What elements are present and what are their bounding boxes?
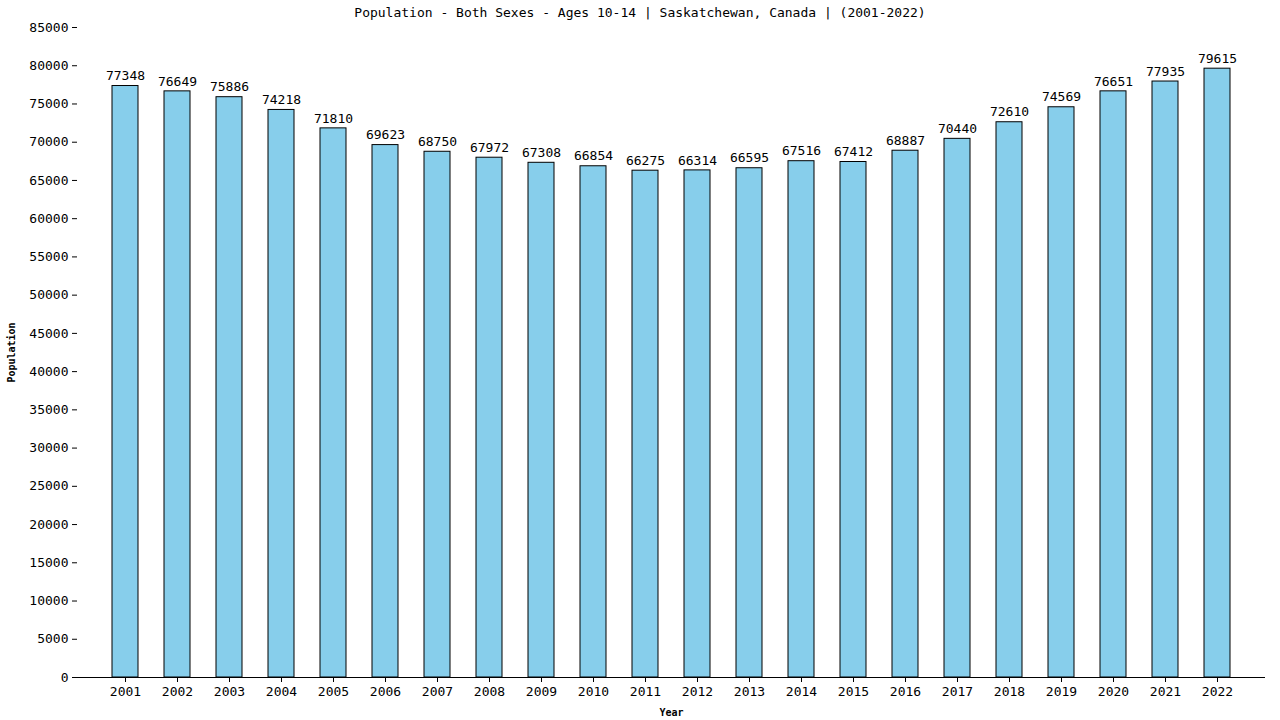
svg-text:2021: 2021 (1150, 684, 1181, 699)
svg-text:2019: 2019 (1046, 684, 1077, 699)
svg-text:2003: 2003 (214, 684, 245, 699)
svg-text:50000: 50000 (29, 287, 68, 302)
svg-text:72610: 72610 (990, 104, 1029, 119)
svg-text:2015: 2015 (838, 684, 869, 699)
svg-text:74218: 74218 (262, 92, 301, 107)
svg-text:75000: 75000 (29, 96, 68, 111)
svg-text:2010: 2010 (578, 684, 609, 699)
svg-text:30000: 30000 (29, 440, 68, 455)
svg-text:77348: 77348 (106, 68, 145, 83)
svg-text:71810: 71810 (314, 111, 353, 126)
svg-text:79615: 79615 (1198, 51, 1237, 66)
svg-text:40000: 40000 (29, 364, 68, 379)
svg-text:66275: 66275 (626, 153, 665, 168)
svg-text:65000: 65000 (29, 173, 68, 188)
svg-text:76651: 76651 (1094, 74, 1133, 89)
svg-text:5000: 5000 (37, 631, 68, 646)
svg-text:45000: 45000 (29, 326, 68, 341)
svg-text:75886: 75886 (210, 79, 249, 94)
svg-text:66314: 66314 (678, 153, 717, 168)
svg-text:2006: 2006 (370, 684, 401, 699)
svg-text:25000: 25000 (29, 478, 68, 493)
svg-text:0: 0 (61, 670, 69, 685)
svg-text:15000: 15000 (29, 555, 68, 570)
svg-text:68750: 68750 (418, 134, 457, 149)
svg-text:2013: 2013 (734, 684, 765, 699)
svg-text:76649: 76649 (158, 74, 197, 89)
svg-text:60000: 60000 (29, 211, 68, 226)
svg-text:2011: 2011 (630, 684, 661, 699)
svg-text:67412: 67412 (834, 144, 873, 159)
svg-text:77935: 77935 (1146, 64, 1185, 79)
svg-text:Year: Year (659, 707, 683, 718)
svg-text:66854: 66854 (574, 148, 613, 163)
svg-text:66595: 66595 (730, 150, 769, 165)
svg-text:2002: 2002 (162, 684, 193, 699)
svg-text:2014: 2014 (786, 684, 817, 699)
svg-text:2009: 2009 (526, 684, 557, 699)
svg-text:2001: 2001 (110, 684, 141, 699)
svg-text:2012: 2012 (682, 684, 713, 699)
svg-text:2008: 2008 (474, 684, 505, 699)
svg-text:20000: 20000 (29, 517, 68, 532)
svg-text:2020: 2020 (1098, 684, 1129, 699)
svg-text:67972: 67972 (470, 140, 509, 155)
svg-text:67516: 67516 (782, 143, 821, 158)
svg-text:55000: 55000 (29, 249, 68, 264)
svg-text:74569: 74569 (1042, 89, 1081, 104)
svg-text:85000: 85000 (29, 22, 68, 35)
svg-text:2016: 2016 (890, 684, 921, 699)
svg-text:2005: 2005 (318, 684, 349, 699)
svg-text:Population: Population (6, 322, 17, 382)
svg-text:68887: 68887 (886, 133, 925, 148)
svg-text:70440: 70440 (938, 121, 977, 136)
svg-text:2022: 2022 (1202, 684, 1233, 699)
svg-text:2017: 2017 (942, 684, 973, 699)
svg-text:10000: 10000 (29, 593, 68, 608)
svg-text:67308: 67308 (522, 145, 561, 160)
html-text:Population - Both Sexes - Ages: Population - Both Sexes - Ages 10-14 | S… (354, 5, 926, 20)
svg-text:80000: 80000 (29, 58, 68, 73)
svg-text:69623: 69623 (366, 127, 405, 142)
svg-text:70000: 70000 (29, 134, 68, 149)
svg-text:2018: 2018 (994, 684, 1025, 699)
svg-text:2004: 2004 (266, 684, 297, 699)
svg-text:2007: 2007 (422, 684, 453, 699)
svg-text:35000: 35000 (29, 402, 68, 417)
